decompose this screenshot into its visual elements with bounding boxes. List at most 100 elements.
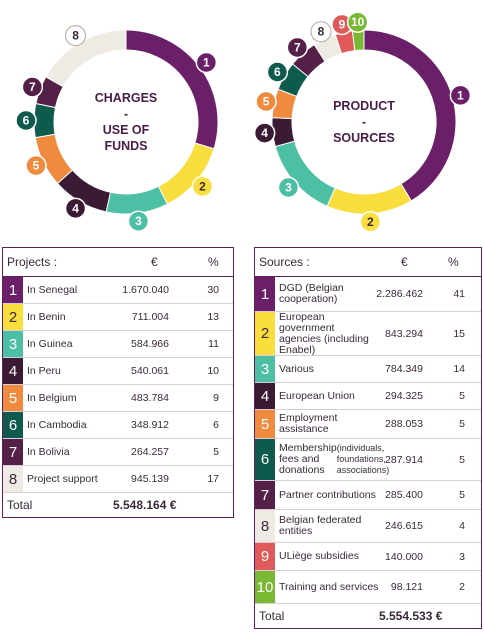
row-label: In Guinea: [27, 331, 117, 357]
slice-label-badge: [310, 21, 332, 43]
row-label: In Peru: [27, 358, 117, 384]
row-amount: 1.670.040: [122, 284, 169, 296]
slice-label: 2: [199, 179, 206, 193]
currency-header: €: [151, 255, 158, 269]
table-row: 1 DGD (Belgian cooperation) 2.286.462 41: [255, 277, 481, 312]
slice-label: 4: [261, 126, 268, 140]
row-percent: 11: [208, 338, 219, 350]
row-percent: 6: [213, 419, 219, 431]
row-percent: 5: [459, 418, 465, 430]
slice-label-badge: [64, 25, 87, 47]
row-percent: 9: [213, 392, 219, 404]
table-row: 5 Employment assistance 288.053 5: [255, 410, 481, 439]
row-label: Project support: [27, 466, 117, 492]
currency-header: €: [401, 255, 408, 269]
row-amount: 287.914: [385, 453, 423, 466]
projects-header-label: Projects :: [7, 255, 58, 269]
row-label: Training and services: [279, 571, 379, 603]
row-amount: 843.294: [385, 327, 423, 340]
row-number-badge: 2: [255, 312, 275, 355]
row-label: European Union: [279, 383, 379, 409]
row-amount: 288.053: [385, 418, 423, 430]
table-row: 3 In Guinea 584.966 11: [3, 331, 233, 358]
table-row: 1 In Senegal 1.670.040 30: [3, 277, 233, 304]
row-label: Employment assistance: [279, 410, 379, 438]
slice-label: 10: [351, 15, 365, 29]
row-percent: 5: [459, 489, 465, 501]
table-row: 7 In Bolivia 264.257 5: [3, 439, 233, 466]
slice-label: 7: [29, 80, 36, 94]
table-row: 6 In Cambodia 348.912 6: [3, 412, 233, 439]
donut-slice: [363, 29, 457, 202]
row-label: ULiège subsidies: [279, 543, 379, 570]
row-label: European government agencies (including …: [279, 310, 379, 356]
row-amount: 784.349: [385, 363, 423, 375]
row-number-badge: 6: [255, 439, 275, 480]
row-label-text: In Senegal: [27, 283, 78, 296]
row-number-badge: 4: [255, 383, 275, 409]
row-amount: 584.966: [131, 338, 169, 350]
slice-label-badge: [286, 36, 309, 59]
donut-title-line: -: [362, 115, 366, 129]
slice-label: 5: [33, 159, 40, 173]
row-label-text: Training and services: [279, 580, 379, 593]
slice-label: 3: [135, 214, 142, 228]
row-percent: 5: [213, 446, 219, 458]
row-number-badge: 3: [3, 331, 23, 357]
row-label-text: In Cambodia: [27, 418, 87, 431]
slice-label: 1: [457, 88, 464, 102]
row-percent: 30: [207, 284, 219, 296]
row-label-subtext: (individuals, foundations, associations): [336, 443, 390, 475]
slice-label: 3: [285, 180, 292, 194]
table-row: 4 In Peru 540.061 10: [3, 358, 233, 385]
slice-label-badge: [64, 197, 87, 220]
table-row: 6 Membership fees and donations (individu…: [255, 439, 481, 481]
row-percent: 10: [207, 365, 219, 377]
row-amount: 2.286.462: [376, 288, 423, 300]
row-label-text: Partner contributions: [279, 488, 376, 501]
row-number-badge: 8: [255, 510, 275, 542]
row-label-text: European government agencies (including …: [279, 310, 369, 356]
slice-label: 1: [203, 55, 210, 69]
row-label-text: Employment assistance: [279, 412, 338, 435]
donut-chart-1: 1 2 3 4 5 6 7 8 CHARGES - USE OF FUNDS: [15, 25, 219, 232]
row-label-text: In Belgium: [27, 391, 77, 404]
row-label-text: Project support: [27, 472, 98, 485]
slice-label: 9: [339, 17, 346, 31]
row-amount: 294.325: [385, 390, 423, 402]
table-row: 8 Project support 945.139 17: [3, 466, 233, 493]
slice-label-badge: [253, 122, 276, 144]
row-percent: 14: [453, 363, 465, 375]
donut-slice: [326, 183, 412, 215]
slice-label-badge: [25, 154, 47, 177]
row-number-badge: 3: [255, 356, 275, 382]
row-percent: 41: [453, 288, 465, 300]
table-row: 8 Belgian federated entities 246.615 4: [255, 510, 481, 543]
donut-title-line: PRODUCT: [333, 99, 395, 113]
slice-label-badge: [266, 61, 289, 83]
slice-label: 8: [318, 25, 325, 39]
sources-rows: 1 DGD (Belgian cooperation) 2.286.462 41 2 Eu…: [255, 277, 481, 604]
sources-header-label: Sources :: [259, 255, 310, 269]
slice-label: 8: [72, 29, 79, 43]
row-label-text: In Guinea: [27, 337, 73, 350]
row-number-badge: 9: [255, 543, 275, 570]
projects-table-header: Projects : € %: [3, 248, 233, 277]
projects-table: Projects : € % 1 In Senegal 1.670.040 30 2 In…: [2, 247, 234, 518]
row-percent: 5: [459, 453, 465, 466]
row-number-badge: 5: [3, 385, 23, 411]
row-label: Partner contributions: [279, 481, 379, 509]
row-label: Belgian federated entities: [279, 510, 379, 542]
donut-slice: [271, 117, 296, 148]
sources-table-header: Sources : € %: [255, 248, 481, 277]
slice-label: 5: [263, 95, 270, 109]
row-number-badge: 8: [3, 466, 23, 492]
total-label: Total: [259, 609, 285, 623]
row-percent: 4: [459, 520, 465, 532]
slice-label-badge: [127, 210, 150, 232]
total-label: Total: [7, 498, 33, 512]
slice-label: 7: [294, 40, 301, 54]
row-label-text: ULiège subsidies: [279, 550, 359, 562]
table-row: 4 European Union 294.325 5: [255, 383, 481, 410]
